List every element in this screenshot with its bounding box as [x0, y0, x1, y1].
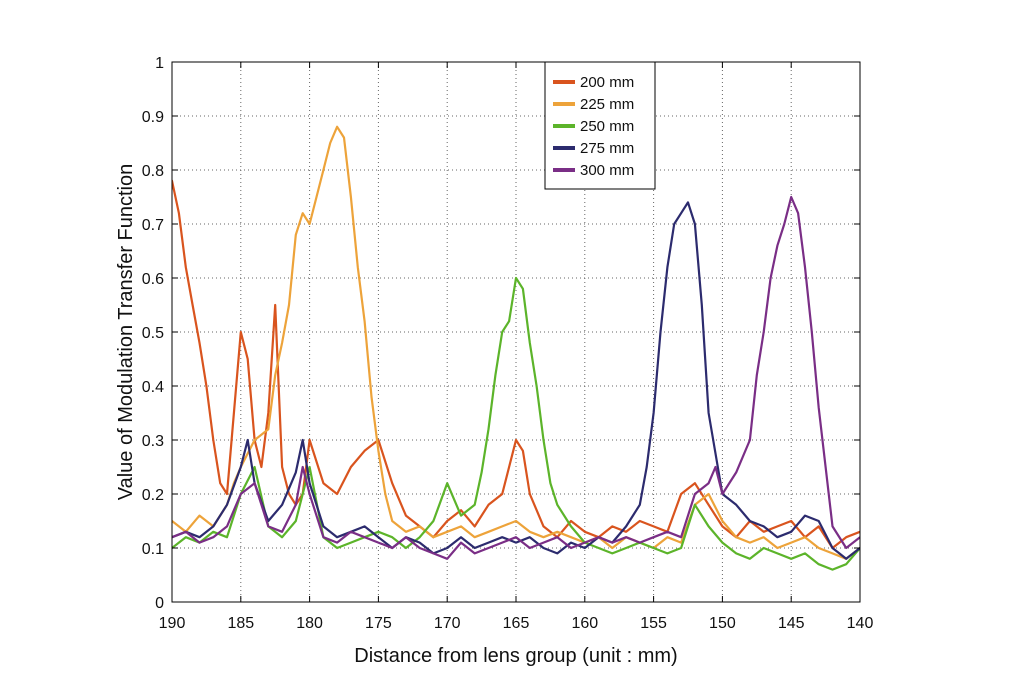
y-tick-label: 1	[155, 55, 164, 72]
series-line-3	[172, 276, 860, 571]
series-line-2	[172, 125, 860, 560]
legend-label-5: 300 mm	[580, 162, 634, 179]
y-tick-label: 0.9	[142, 109, 164, 126]
y-tick-label: 0.2	[142, 487, 164, 504]
y-tick-label: 0.7	[142, 217, 164, 234]
x-tick-label: 190	[159, 615, 186, 632]
legend-label-1: 200 mm	[580, 74, 634, 91]
y-tick-label: 0	[155, 595, 164, 612]
series-line-1	[172, 179, 860, 550]
legend-label-4: 275 mm	[580, 140, 634, 157]
x-tick-labels: 190 185 180 175 170 165 160 155 150 145 140	[159, 615, 874, 632]
ticks	[171, 61, 861, 603]
x-tick-label: 175	[365, 615, 392, 632]
x-tick-label: 165	[503, 615, 530, 632]
x-tick-label: 155	[640, 615, 667, 632]
x-tick-label: 150	[709, 615, 736, 632]
y-tick-label: 0.6	[142, 271, 164, 288]
y-tick-label: 0.3	[142, 433, 164, 450]
legend-label-2: 225 mm	[580, 96, 634, 113]
series-layer	[172, 125, 860, 571]
y-tick-label: 0.1	[142, 541, 164, 558]
legend: 200 mm 225 mm 250 mm 275 mm 300 mm	[544, 61, 656, 190]
x-tick-label: 140	[847, 615, 874, 632]
x-tick-label: 170	[434, 615, 461, 632]
series-line-4	[172, 201, 860, 560]
x-tick-label: 185	[227, 615, 254, 632]
y-tick-label: 0.8	[142, 163, 164, 180]
series-line-5	[172, 195, 860, 560]
legend-label-3: 250 mm	[580, 118, 634, 135]
x-axis-title: Distance from lens group (unit : mm)	[354, 645, 677, 667]
x-tick-label: 145	[778, 615, 805, 632]
y-tick-labels: 0 0.1 0.2 0.3 0.4 0.5 0.6 0.7 0.8 0.9 1	[142, 55, 164, 612]
y-tick-label: 0.5	[142, 325, 164, 342]
y-tick-label: 0.4	[142, 379, 164, 396]
x-tick-label: 160	[571, 615, 598, 632]
x-tick-label: 180	[296, 615, 323, 632]
y-axis-title: Value of Modulation Transfer Function	[115, 164, 137, 500]
